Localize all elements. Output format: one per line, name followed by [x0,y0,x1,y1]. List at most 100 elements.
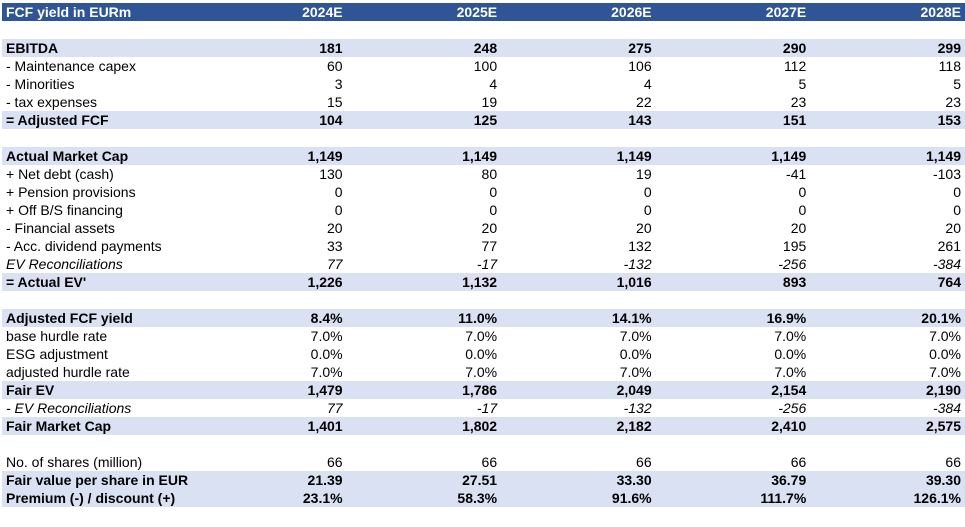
value-cell: 11.0% [346,309,502,327]
empty-cell [2,435,192,453]
value-cell: 0.0% [465,346,498,362]
value-cell: 0 [798,202,807,218]
value-cell: 0 [953,184,961,200]
value-cell: 21.39 [192,471,347,489]
value-cell: 1,149 [655,147,811,165]
value-cell: 893 [655,273,811,291]
value-cell: -17 [476,256,498,272]
value-cell: 248 [346,39,502,57]
value-cell: -384 [932,256,961,272]
table-row: = Adjusted FCF 104 125 143 151 153 [2,111,965,129]
header-row: FCF yield in EURm 2024E 2025E 2026E 2027… [2,3,965,21]
value-cell: 60 [327,58,343,74]
row-label: + Pension provisions [6,184,136,200]
value-cell: 15 [327,94,343,110]
value-cell: 0 [489,202,498,218]
value-cell: 153 [810,111,965,129]
value-cell: 0 [643,184,652,200]
value-cell: 0 [334,202,343,218]
empty-cell [501,129,656,147]
table-row: Premium (-) / discount (+) 23.1% 58.3% 91.6… [2,489,965,507]
table-row: base hurdle rate 7.0% 7.0% 7.0% 7.0% 7.0% [2,327,965,345]
row-label: = Actual EV' [2,273,193,291]
value-cell: -256 [778,256,807,272]
value-cell: 0 [489,184,498,200]
value-cell: 7.0% [929,328,961,344]
value-cell: 151 [655,111,811,129]
value-cell: 4 [489,76,498,92]
value-cell: 27.51 [346,471,502,489]
empty-cell [501,21,656,39]
empty-cell [2,291,192,309]
empty-cell [810,129,965,147]
spacer-row [2,435,965,453]
row-label: - Minorities [6,76,75,92]
value-cell: -132 [623,400,652,416]
value-cell: 261 [937,238,961,254]
value-cell: 104 [192,111,347,129]
value-cell: 7.0% [310,328,343,344]
value-cell: 1,401 [192,417,347,435]
row-label: EV Reconciliations [6,256,123,272]
value-cell: 106 [628,58,652,74]
value-cell: 1,226 [192,273,347,291]
value-cell: 0 [953,202,961,218]
value-cell: 33.30 [501,471,656,489]
value-cell: 20 [790,220,807,236]
row-label: ESG adjustment [6,346,108,362]
value-cell: 23 [790,94,807,110]
value-cell: 0.0% [774,346,807,362]
row-label: + Net debt (cash) [6,166,114,182]
value-cell: 2,154 [655,381,811,399]
value-cell: 20 [636,220,652,236]
value-cell: 19 [481,94,498,110]
value-cell: 20.1% [810,309,965,327]
value-cell: 7.0% [619,364,652,380]
empty-cell [347,129,502,147]
table-row: - EV Reconciliations 77 -17 -132 -256 -384 [2,399,965,417]
value-cell: 77 [327,256,343,272]
value-cell: 111.7% [655,489,811,507]
table-row: - Acc. dividend payments 33 77 132 195 261 [2,237,965,255]
empty-cell [347,291,502,309]
empty-cell [2,21,192,39]
value-cell: 130 [319,166,343,182]
year-header: 2025E [346,3,502,21]
row-label: No. of shares (million) [6,454,143,470]
value-cell: 3 [334,76,343,92]
row-label: EBITDA [2,39,193,57]
value-cell: 2,410 [655,417,811,435]
table-row: + Off B/S financing 0 0 0 0 0 [2,201,965,219]
value-cell: 2,049 [501,381,656,399]
value-cell: 66 [327,454,343,470]
table-row: - tax expenses 15 19 22 23 23 [2,93,965,111]
row-label: Actual Market Cap [2,147,193,165]
table-row: - Maintenance capex 60 100 106 112 118 [2,57,965,75]
value-cell: 0.0% [619,346,652,362]
value-cell: 1,016 [501,273,656,291]
value-cell: 7.0% [465,328,498,344]
table-row: adjusted hurdle rate 7.0% 7.0% 7.0% 7.0% 7.0% [2,363,965,381]
year-header: 2028E [810,3,965,21]
value-cell: 1,149 [192,147,347,165]
value-cell: 143 [501,111,656,129]
value-cell: 66 [636,454,652,470]
value-cell: 66 [790,454,807,470]
value-cell: 132 [628,238,652,254]
value-cell: 16.9% [655,309,811,327]
value-cell: 7.0% [774,364,807,380]
empty-cell [810,291,965,309]
table-row: Fair Market Cap 1,401 1,802 2,182 2,410 2,575 [2,417,965,435]
year-header: 2024E [192,3,347,21]
value-cell: -132 [623,256,652,272]
value-cell: 7.0% [310,364,343,380]
value-cell: 195 [782,238,807,254]
value-cell: 299 [810,39,965,57]
value-cell: 126.1% [810,489,965,507]
value-cell: 20 [481,220,498,236]
empty-cell [656,291,811,309]
value-cell: 1,132 [346,273,502,291]
value-cell: 0.0% [929,346,961,362]
row-label: Fair EV [2,381,193,399]
value-cell: 1,786 [346,381,502,399]
